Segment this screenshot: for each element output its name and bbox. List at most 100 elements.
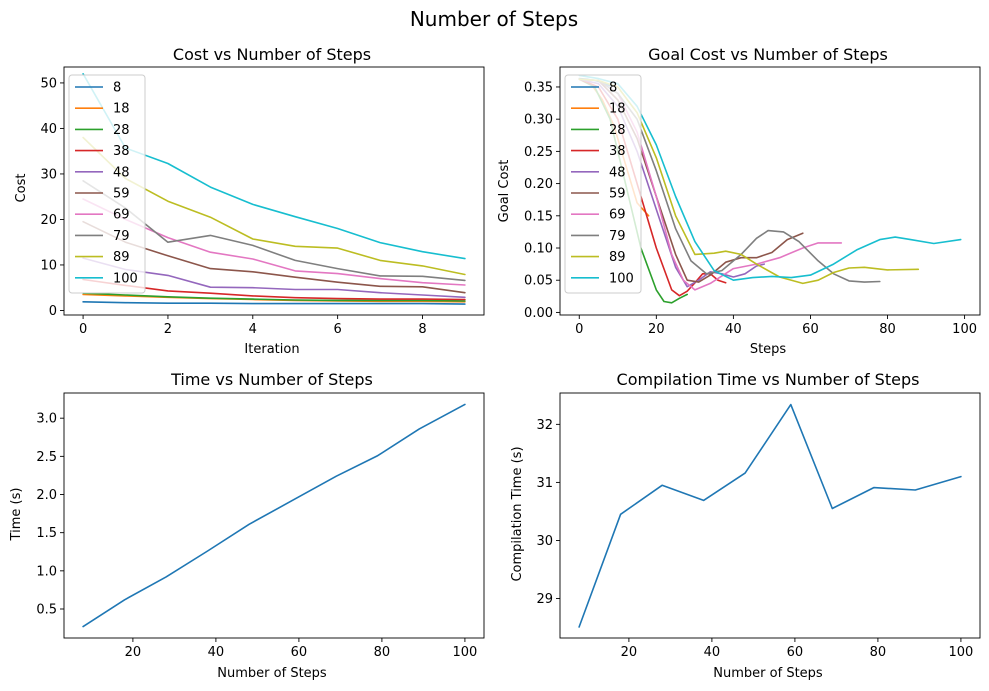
comp-ytick-label: 29: [536, 592, 553, 607]
cost-series-line-38: [82, 278, 466, 301]
cost-ytick-label: 30: [40, 167, 57, 182]
time-chart-title: Time vs Number of Steps: [170, 370, 373, 389]
cost-xtick-label: 4: [249, 322, 257, 337]
comp-xtick-label: 60: [787, 645, 804, 660]
goal-xtick-label: 20: [648, 322, 665, 337]
cost-ytick-label: 10: [40, 258, 57, 273]
cost-xtick-label: 6: [333, 322, 341, 337]
cost-chart-xlabel: Iteration: [244, 342, 299, 357]
goal-xtick-label: 60: [802, 322, 819, 337]
time-vs-steps-chart: Time vs Number of Steps Number of Steps …: [9, 370, 485, 681]
goal-legend-label: 28: [609, 123, 626, 138]
cost-legend-label: 38: [113, 144, 130, 159]
cost-ytick-label: 50: [40, 76, 57, 91]
comp-axes-frame: [559, 392, 981, 639]
cost-chart-ylabel: Cost: [14, 174, 29, 203]
time-ytick-label: 2.0: [36, 488, 57, 503]
goal-legend-label: 100: [609, 271, 634, 286]
comp-xtick-label: 100: [948, 645, 973, 660]
comp-ytick-label: 31: [536, 476, 553, 491]
cost-legend-label: 59: [113, 187, 130, 202]
goal-legend-label: 8: [609, 81, 617, 96]
cost-legend-label: 69: [113, 208, 130, 223]
goal-legend-label: 48: [609, 165, 626, 180]
cost-legend-label: 89: [113, 250, 130, 265]
figure-title: Number of Steps: [410, 7, 578, 31]
cost-series-line-69: [82, 198, 466, 286]
time-series-lines: [82, 403, 466, 628]
time-ytick-label: 1.5: [36, 526, 57, 541]
time-xtick-label: 40: [208, 645, 225, 660]
goal-legend-label: 18: [609, 102, 626, 117]
time-ytick-label: 2.5: [36, 450, 57, 465]
cost-xtick-label: 8: [418, 322, 426, 337]
cost-ytick-label: 40: [40, 122, 57, 137]
goal-chart-xlabel: Steps: [750, 342, 787, 357]
time-series-line-0: [82, 403, 466, 628]
cost-legend-label: 100: [113, 271, 138, 286]
time-xtick-label: 60: [291, 645, 308, 660]
comp-ytick-label: 32: [536, 418, 553, 433]
goal-xtick-label: 0: [575, 322, 583, 337]
cost-chart-title: Cost vs Number of Steps: [173, 45, 371, 64]
cost-legend-label: 28: [113, 123, 130, 138]
goal-legend-label: 69: [609, 208, 626, 223]
goal-legend-label: 79: [609, 229, 626, 244]
comp-series-line-0: [578, 403, 962, 628]
cost-legend-label: 79: [113, 229, 130, 244]
goal-legend-label: 89: [609, 250, 626, 265]
cost-ytick-label: 20: [40, 213, 57, 228]
cost-series-line-28: [82, 292, 466, 302]
comp-chart-ylabel: Compilation Time (s): [510, 446, 525, 581]
cost-series-line-48: [82, 257, 466, 299]
cost-series-line-89: [82, 136, 466, 276]
goal-axes-frame: [559, 66, 981, 316]
cost-series-lines: [82, 73, 466, 305]
comp-xtick-label: 80: [870, 645, 887, 660]
comp-chart-title: Compilation Time vs Number of Steps: [617, 370, 920, 389]
time-axes-frame: [63, 392, 485, 639]
goal-cost-vs-steps-chart: Goal Cost vs Number of Steps Steps Goal …: [497, 45, 981, 357]
cost-vs-steps-chart: Cost vs Number of Steps Iteration Cost 0…: [14, 45, 485, 357]
goal-legend-label: 59: [609, 187, 626, 202]
time-chart-ylabel: Time (s): [9, 488, 24, 542]
goal-chart-ylabel: Goal Cost: [497, 160, 512, 223]
goal-chart-title: Goal Cost vs Number of Steps: [648, 45, 888, 64]
comp-xtick-label: 20: [621, 645, 638, 660]
cost-series-line-79: [82, 180, 466, 282]
cost-ytick-label: 0: [49, 304, 57, 319]
cost-series-line-100: [82, 73, 466, 260]
goal-ytick-label: 0.15: [524, 209, 553, 224]
comp-ytick-label: 30: [536, 534, 553, 549]
cost-legend-label: 8: [113, 81, 121, 96]
goal-ytick-label: 0.25: [524, 145, 553, 160]
goal-legend-label: 38: [609, 144, 626, 159]
cost-series-line-59: [82, 220, 466, 294]
goal-legend: 8 18 28 38 48 59 69 79 89 100: [564, 74, 642, 294]
goal-ytick-label: 0.30: [524, 113, 553, 128]
goal-ytick-label: 0.00: [524, 306, 553, 321]
time-xtick-label: 20: [125, 645, 142, 660]
comp-series-lines: [578, 403, 962, 628]
time-xtick-label: 80: [374, 645, 391, 660]
comp-xtick-label: 40: [704, 645, 721, 660]
cost-xtick-label: 0: [79, 322, 87, 337]
goal-ytick-label: 0.10: [524, 242, 553, 257]
compilation-time-vs-steps-chart: Compilation Time vs Number of Steps Numb…: [510, 370, 981, 681]
goal-ytick-label: 0.35: [524, 80, 553, 95]
time-ytick-label: 1.0: [36, 564, 57, 579]
cost-xtick-label: 2: [164, 322, 172, 337]
cost-legend-label: 48: [113, 165, 130, 180]
time-ytick-label: 3.0: [36, 412, 57, 427]
time-xtick-label: 100: [452, 645, 477, 660]
goal-xtick-label: 100: [952, 322, 977, 337]
goal-ytick-label: 0.20: [524, 177, 553, 192]
cost-legend-label: 18: [113, 102, 130, 117]
time-ytick-label: 0.5: [36, 602, 57, 617]
time-chart-xlabel: Number of Steps: [217, 666, 327, 681]
cost-legend: 8 18 28 38 48 59 69 79 89 100: [68, 74, 146, 294]
goal-ytick-label: 0.05: [524, 274, 553, 289]
cost-axes-frame: [63, 66, 485, 316]
goal-xtick-label: 40: [725, 322, 742, 337]
